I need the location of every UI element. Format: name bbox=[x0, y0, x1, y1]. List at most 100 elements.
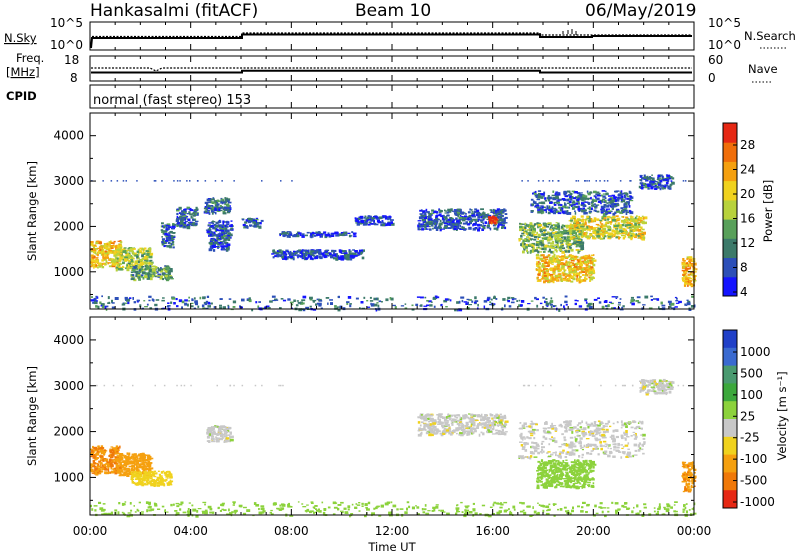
echo-cell bbox=[351, 231, 354, 233]
echo-cell bbox=[148, 274, 150, 278]
echo-cell bbox=[584, 219, 587, 223]
echo-cell bbox=[120, 465, 125, 467]
echo-cell bbox=[126, 268, 130, 272]
echo-cell bbox=[570, 217, 574, 220]
echo-cell bbox=[430, 301, 433, 303]
echo-cell bbox=[581, 268, 585, 271]
echo-cell bbox=[498, 219, 501, 222]
echo-cell bbox=[220, 198, 224, 201]
echo-cell bbox=[519, 222, 521, 225]
echo-cell bbox=[307, 252, 311, 256]
echo-cell bbox=[100, 445, 104, 448]
echo-cell bbox=[161, 242, 164, 245]
echo-cell bbox=[217, 235, 222, 237]
echo-cell bbox=[206, 198, 211, 202]
echo-cell bbox=[91, 472, 95, 474]
echo-cell bbox=[554, 231, 558, 233]
echo-cell bbox=[576, 240, 580, 244]
echo-cell bbox=[188, 221, 191, 224]
echo-cell bbox=[125, 253, 129, 256]
echo-cell bbox=[197, 305, 200, 308]
echo-cell bbox=[124, 455, 127, 457]
echo-cell bbox=[151, 270, 156, 272]
echo-cell bbox=[180, 220, 184, 224]
echo-cell bbox=[572, 197, 577, 200]
echo-cell bbox=[581, 260, 585, 262]
echo-cell bbox=[227, 198, 231, 201]
echo-cell bbox=[106, 462, 109, 466]
echo-cell bbox=[330, 233, 334, 235]
echo-cell bbox=[209, 227, 211, 230]
echo-cell bbox=[176, 305, 179, 308]
echo-cell bbox=[518, 238, 521, 242]
echo-cell bbox=[584, 299, 587, 302]
echo-cell bbox=[611, 296, 616, 298]
echo-cell bbox=[208, 212, 211, 215]
echo-cell bbox=[572, 230, 576, 234]
echo-cell bbox=[359, 250, 362, 253]
echo-cell bbox=[590, 207, 593, 211]
echo-cell bbox=[135, 455, 138, 459]
echo-cell bbox=[580, 243, 583, 246]
echo-cell bbox=[669, 183, 673, 186]
echo-cell bbox=[618, 197, 621, 200]
echo-cell bbox=[631, 225, 633, 228]
echo-cell bbox=[101, 470, 104, 473]
echo-cell bbox=[190, 302, 194, 304]
echo-cell bbox=[182, 216, 187, 219]
echo-cell bbox=[559, 238, 563, 241]
echo-cell bbox=[456, 225, 460, 229]
echo-cell bbox=[629, 196, 634, 199]
echo-cell bbox=[98, 241, 102, 244]
echo-cell bbox=[551, 255, 554, 258]
echo-cell bbox=[107, 467, 110, 470]
echo-cell bbox=[355, 297, 359, 300]
echo-cell bbox=[331, 234, 334, 236]
echo-cell bbox=[297, 256, 299, 259]
echo-cell bbox=[131, 250, 134, 252]
echo-cell bbox=[571, 215, 576, 219]
echo-cell bbox=[224, 224, 227, 228]
echo-cell bbox=[564, 203, 567, 207]
echo-cell bbox=[374, 223, 379, 226]
echo-cell bbox=[624, 202, 628, 205]
echo-cell bbox=[474, 300, 479, 302]
echo-cell bbox=[596, 210, 600, 213]
echo-cell bbox=[539, 266, 541, 268]
echo-cell bbox=[549, 301, 552, 305]
echo-cell bbox=[347, 296, 352, 299]
echo-cell bbox=[525, 233, 528, 235]
echo-cell bbox=[543, 229, 547, 232]
echo-cell bbox=[155, 299, 160, 301]
echo-cell bbox=[184, 212, 187, 215]
echo-cell bbox=[133, 458, 137, 462]
echo-cell bbox=[161, 229, 164, 231]
freq-label-line2: [MHz] bbox=[6, 65, 40, 79]
echo-cell bbox=[551, 240, 555, 243]
echo-cell bbox=[625, 219, 628, 221]
echo-cell bbox=[126, 469, 130, 472]
echo-cell bbox=[422, 211, 426, 214]
echo-cell bbox=[586, 180, 588, 182]
echo-cell bbox=[130, 455, 135, 458]
echo-cell bbox=[154, 303, 158, 307]
echo-cell bbox=[103, 252, 107, 255]
echo-cell bbox=[139, 261, 143, 263]
echo-cell bbox=[633, 227, 636, 231]
echo-cell bbox=[310, 233, 314, 236]
echo-cell bbox=[564, 295, 568, 298]
echo-cell bbox=[473, 210, 477, 213]
echo-cell bbox=[325, 250, 329, 253]
echo-cell bbox=[543, 223, 547, 226]
echo-cell bbox=[139, 247, 142, 250]
echo-cell bbox=[113, 253, 117, 256]
echo-cell bbox=[549, 202, 553, 204]
echo-cell bbox=[444, 217, 448, 220]
echo-cell bbox=[167, 305, 171, 307]
echo-cell bbox=[557, 276, 562, 279]
echo-cell bbox=[610, 302, 614, 305]
echo-cell bbox=[587, 197, 592, 200]
echo-cell bbox=[569, 231, 573, 235]
echo-cell bbox=[556, 192, 560, 195]
echo-cell bbox=[338, 233, 343, 236]
